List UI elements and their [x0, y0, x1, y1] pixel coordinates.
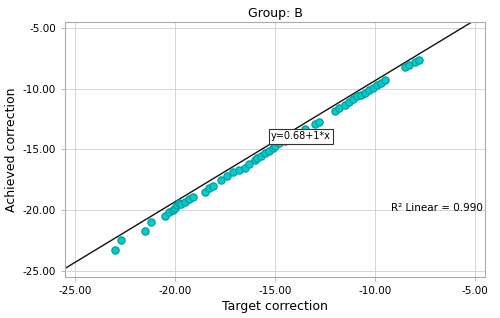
Point: [253, 156, 261, 161]
Title: Group: B: Group: B: [248, 7, 302, 20]
Point: [257, 153, 265, 158]
Point: [269, 146, 277, 151]
Point: [223, 174, 231, 179]
Point: [361, 90, 369, 95]
Point: [341, 102, 349, 107]
Point: [217, 177, 225, 182]
Y-axis label: Achieved correction: Achieved correction: [6, 87, 18, 212]
Point: [235, 168, 243, 173]
Point: [411, 60, 419, 65]
Point: [353, 93, 361, 99]
Point: [291, 132, 299, 137]
Point: [165, 210, 173, 215]
Point: [301, 126, 309, 131]
Point: [275, 141, 283, 146]
Point: [205, 186, 213, 191]
Point: [315, 119, 323, 124]
Text: y=0.68+1*x: y=0.68+1*x: [271, 131, 331, 141]
Point: [405, 62, 413, 67]
Point: [177, 201, 185, 206]
Point: [369, 85, 377, 90]
Point: [171, 205, 179, 210]
Point: [185, 197, 193, 202]
Point: [117, 238, 125, 243]
Point: [335, 106, 343, 111]
Point: [415, 57, 423, 62]
Point: [201, 189, 209, 194]
Point: [161, 214, 169, 219]
Point: [285, 136, 293, 141]
Point: [357, 93, 365, 98]
Point: [175, 200, 183, 205]
Point: [173, 203, 181, 208]
Point: [373, 83, 381, 88]
Point: [111, 247, 119, 252]
Point: [169, 207, 177, 212]
Point: [381, 78, 389, 83]
Point: [251, 158, 259, 163]
Point: [281, 138, 289, 143]
Point: [241, 165, 249, 170]
Point: [271, 143, 279, 149]
Point: [141, 228, 149, 233]
Point: [401, 65, 409, 70]
Point: [377, 80, 385, 85]
Point: [189, 194, 197, 199]
Point: [345, 100, 353, 105]
Point: [261, 150, 269, 156]
Text: R² Linear = 0.990: R² Linear = 0.990: [391, 203, 483, 213]
Point: [181, 199, 189, 204]
Point: [245, 162, 253, 167]
X-axis label: Target correction: Target correction: [222, 300, 328, 313]
Point: [265, 148, 273, 153]
Point: [229, 170, 237, 175]
Point: [331, 108, 339, 113]
Point: [209, 183, 217, 188]
Point: [349, 96, 357, 101]
Point: [147, 220, 155, 225]
Point: [311, 121, 319, 127]
Point: [365, 87, 373, 93]
